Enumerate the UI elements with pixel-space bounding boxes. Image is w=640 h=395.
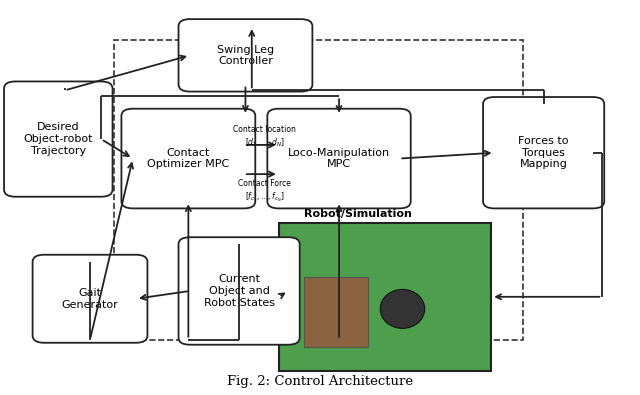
Bar <box>114 40 523 340</box>
FancyBboxPatch shape <box>33 255 147 343</box>
Text: Loco-Manipulation
MPC: Loco-Manipulation MPC <box>288 148 390 169</box>
Text: Current
Object and
Robot States: Current Object and Robot States <box>204 275 275 308</box>
FancyBboxPatch shape <box>4 81 113 197</box>
FancyBboxPatch shape <box>179 19 312 92</box>
Text: Contact
Optimizer MPC: Contact Optimizer MPC <box>147 148 230 169</box>
FancyBboxPatch shape <box>483 97 604 209</box>
Text: Contact Force
$[f_{c_1},\ldots,f_{c_N}]$: Contact Force $[f_{c_1},\ldots,f_{c_N}]$ <box>238 179 291 204</box>
Bar <box>279 223 492 371</box>
Text: Robot/Simulation: Robot/Simulation <box>304 209 412 219</box>
Text: Contact location
$[d_1,\ldots,d_N]$: Contact location $[d_1,\ldots,d_N]$ <box>234 126 296 149</box>
Ellipse shape <box>380 290 425 328</box>
FancyBboxPatch shape <box>304 277 367 348</box>
FancyBboxPatch shape <box>179 237 300 345</box>
Text: Forces to
Torques
Mapping: Forces to Torques Mapping <box>518 136 569 169</box>
Text: Gait
Generator: Gait Generator <box>61 288 118 310</box>
Text: Swing Leg
Controller: Swing Leg Controller <box>217 45 274 66</box>
Text: Fig. 2: Control Architecture: Fig. 2: Control Architecture <box>227 375 413 388</box>
Text: Desired
Object-robot
Trajectory: Desired Object-robot Trajectory <box>24 122 93 156</box>
FancyBboxPatch shape <box>122 109 255 209</box>
FancyBboxPatch shape <box>268 109 411 209</box>
